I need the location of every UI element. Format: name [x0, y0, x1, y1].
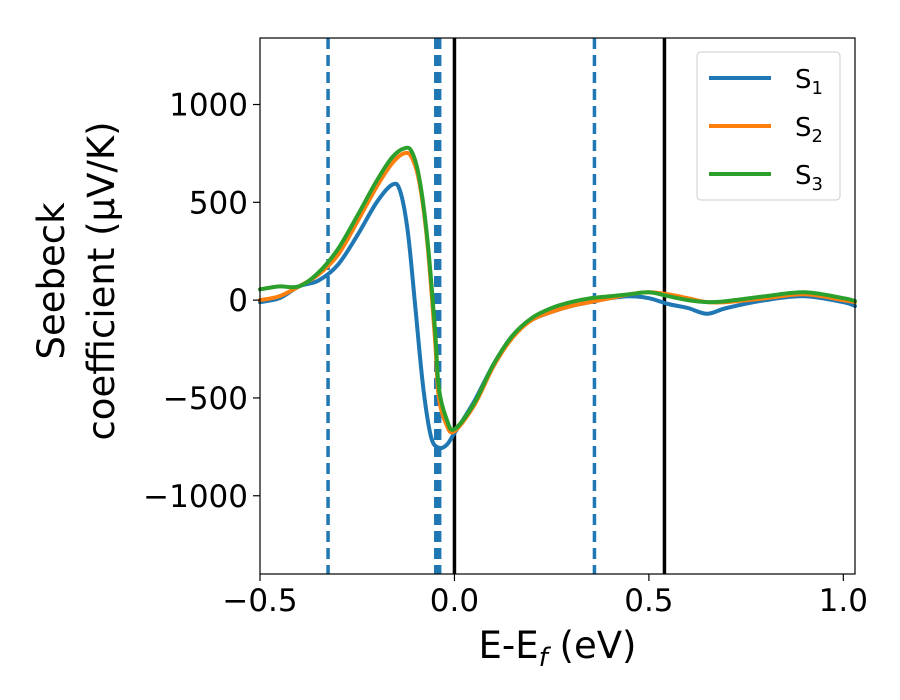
y-axis-label-line1: Seebeck [30, 202, 73, 360]
plot-frame [259, 37, 856, 575]
legend-label-1: S1 [795, 65, 823, 99]
x-tick-label-2: 0.5 [624, 583, 673, 619]
y-tick-label-2: 0 [228, 283, 248, 319]
series-line-1 [258, 181, 857, 451]
y-tick-label-3: 500 [189, 185, 248, 221]
x-axis-label-unit: (eV) [548, 624, 637, 667]
x-tick-label-1: 0.0 [430, 583, 479, 619]
x-axis-label-main: E-E [479, 624, 539, 667]
vertical-marker-lines [326, 38, 667, 574]
legend: S1 S2 S3 [696, 51, 841, 201]
series-line-3 [258, 145, 857, 432]
series-lines [258, 145, 857, 451]
x-tick-label-0: −0.5 [222, 583, 297, 619]
y-tick-label-1: −500 [163, 381, 248, 417]
y-axis-label-line2: coefficient (μV/K) [80, 121, 123, 440]
legend-label-2: S2 [795, 113, 823, 147]
y-tick-label-0: −1000 [143, 479, 248, 515]
y-tick-label-4: 1000 [169, 88, 248, 124]
x-axis-label: E-Ef (eV) [479, 624, 637, 673]
axis-ticks: −0.5 0.0 0.5 1.0 −1000 −500 0 500 1000 [143, 88, 868, 619]
x-tick-label-3: 1.0 [819, 583, 868, 619]
legend-label-3: S3 [795, 161, 823, 195]
